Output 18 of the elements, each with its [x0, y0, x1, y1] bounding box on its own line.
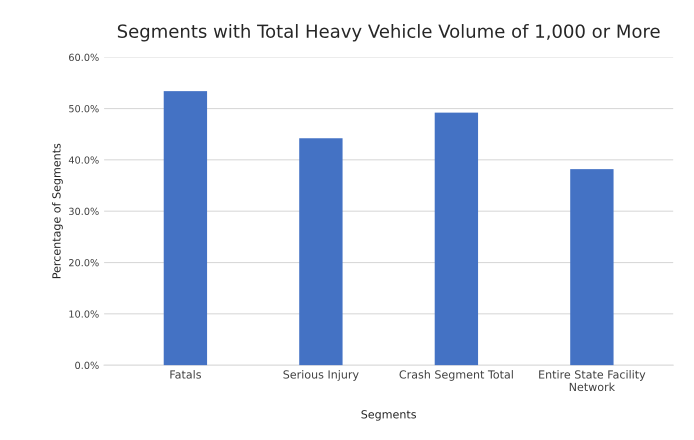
- y-tick-label: 10.0%: [69, 310, 99, 318]
- x-axis-title: Segments: [361, 410, 416, 421]
- y-tick-label: 20.0%: [69, 259, 99, 266]
- y-tick-label: 40.0%: [68, 156, 99, 164]
- y-tick-label: 30.0%: [69, 208, 99, 216]
- y-tick-label: 0.0%: [75, 362, 99, 370]
- bar: [299, 138, 343, 366]
- bar: [434, 112, 478, 366]
- y-axis-title: Percentage of Segments: [52, 144, 63, 278]
- chart-title: Segments with Total Heavy Vehicle Volume of 1,000 or More: [118, 24, 660, 42]
- x-tick-label: Entire State Facility Network: [539, 370, 646, 392]
- y-tick-label: 50.0%: [69, 105, 99, 112]
- bar: [164, 91, 208, 366]
- x-tick-label: Serious Injury: [283, 370, 359, 381]
- bar: [570, 169, 614, 366]
- x-tick-label: Crash Segment Total: [400, 370, 513, 381]
- x-tick-label: Fatals: [170, 370, 201, 379]
- y-tick-label: 60.0%: [69, 54, 99, 62]
